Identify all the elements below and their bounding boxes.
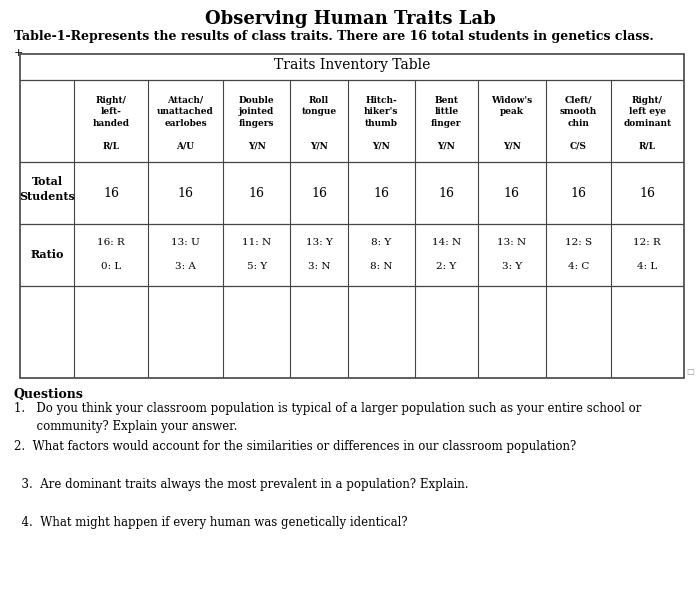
Text: 12: R: 12: R bbox=[634, 238, 662, 247]
Text: 8: N: 8: N bbox=[370, 262, 393, 271]
Text: 1.   Do you think your classroom population is typical of a larger population su: 1. Do you think your classroom populatio… bbox=[14, 402, 641, 433]
Text: 2.  What factors would account for the similarities or differences in our classr: 2. What factors would account for the si… bbox=[14, 440, 576, 453]
Text: Ratio: Ratio bbox=[31, 249, 64, 261]
Text: 16: 16 bbox=[178, 187, 193, 200]
Text: 16: 16 bbox=[504, 187, 519, 200]
Text: 8: Y: 8: Y bbox=[371, 238, 391, 247]
Text: 5: Y: 5: Y bbox=[246, 262, 267, 271]
Text: 4: L: 4: L bbox=[637, 262, 657, 271]
Text: 16: 16 bbox=[570, 187, 586, 200]
Text: Observing Human Traits Lab: Observing Human Traits Lab bbox=[204, 10, 496, 28]
Text: Right/
left-
handed

R/L: Right/ left- handed R/L bbox=[92, 96, 130, 150]
Text: 0: L: 0: L bbox=[101, 262, 121, 271]
Text: 16: 16 bbox=[639, 187, 655, 200]
Text: 14: N: 14: N bbox=[432, 238, 461, 247]
Text: 13: Y: 13: Y bbox=[306, 238, 332, 247]
Text: Right/
left eye
dominant

R/L: Right/ left eye dominant R/L bbox=[623, 96, 671, 150]
Text: 16: 16 bbox=[103, 187, 119, 200]
Text: Table-1-Represents the results of class traits. There are 16 total students in g: Table-1-Represents the results of class … bbox=[14, 30, 654, 43]
Text: Hitch-
hiker's
thumb

Y/N: Hitch- hiker's thumb Y/N bbox=[364, 96, 398, 150]
Text: 16: R: 16: R bbox=[97, 238, 125, 247]
Text: Bent
little
finger

Y/N: Bent little finger Y/N bbox=[431, 96, 461, 150]
Text: 3: A: 3: A bbox=[175, 262, 196, 271]
Text: 16: 16 bbox=[438, 187, 454, 200]
Text: Roll
tongue


Y/N: Roll tongue Y/N bbox=[302, 96, 337, 150]
Text: +: + bbox=[14, 48, 23, 58]
Text: Double
jointed
fingers

Y/N: Double jointed fingers Y/N bbox=[239, 96, 274, 150]
Text: Total
Students: Total Students bbox=[20, 176, 75, 202]
Text: 13: N: 13: N bbox=[497, 238, 526, 247]
Text: 4: C: 4: C bbox=[568, 262, 589, 271]
Text: Cleft/
smooth
chin

C/S: Cleft/ smooth chin C/S bbox=[559, 96, 597, 150]
Text: 2: Y: 2: Y bbox=[436, 262, 456, 271]
Text: Widow's
peak


Y/N: Widow's peak Y/N bbox=[491, 96, 532, 150]
Text: Questions: Questions bbox=[14, 388, 84, 401]
Text: Traits Inventory Table: Traits Inventory Table bbox=[274, 58, 430, 72]
Text: 16: 16 bbox=[248, 187, 265, 200]
Text: 12: S: 12: S bbox=[565, 238, 592, 247]
Text: 11: N: 11: N bbox=[242, 238, 272, 247]
Text: 16: 16 bbox=[373, 187, 389, 200]
Text: 3: Y: 3: Y bbox=[502, 262, 522, 271]
Text: Attach/
unattached
earlobes

A/U: Attach/ unattached earlobes A/U bbox=[157, 96, 214, 150]
Text: □: □ bbox=[686, 367, 694, 376]
Text: 4.  What might happen if every human was genetically identical?: 4. What might happen if every human was … bbox=[14, 516, 407, 529]
Text: 3: N: 3: N bbox=[308, 262, 330, 271]
Text: 13: U: 13: U bbox=[171, 238, 200, 247]
Text: 3.  Are dominant traits always the most prevalent in a population? Explain.: 3. Are dominant traits always the most p… bbox=[14, 478, 468, 491]
Text: 16: 16 bbox=[311, 187, 327, 200]
